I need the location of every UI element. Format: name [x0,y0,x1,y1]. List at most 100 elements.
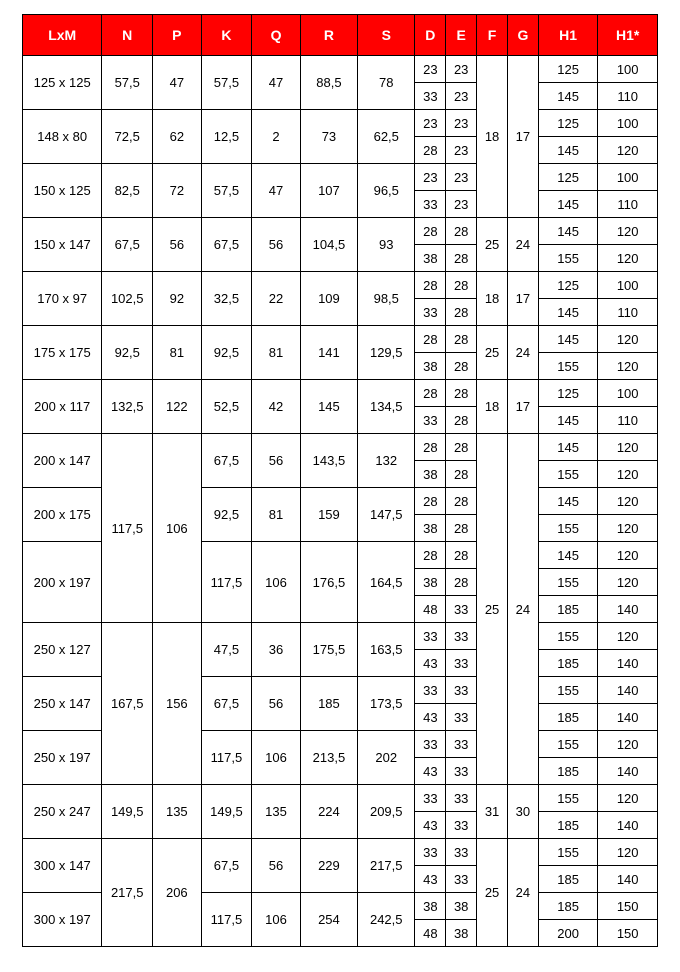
table-cell: 145 [538,434,598,461]
table-cell: 48 [415,596,446,623]
table-cell: 159 [300,488,357,542]
table-cell: 43 [415,650,446,677]
table-cell: 42 [252,380,301,434]
table-cell: 33 [446,677,477,704]
table-cell: 145 [538,191,598,218]
table-cell: 100 [598,110,658,137]
table-cell: 185 [538,704,598,731]
table-cell: 28 [446,488,477,515]
table-cell: 185 [538,866,598,893]
table-cell: 47 [252,164,301,218]
table-cell: 67,5 [102,218,153,272]
table-cell: 143,5 [300,434,357,488]
table-cell: 67,5 [201,839,252,893]
table-cell: 24 [507,839,538,947]
table-cell: 96,5 [358,164,415,218]
col-header: H1 [538,15,598,56]
table-cell: 155 [538,839,598,866]
table-cell: 33 [446,623,477,650]
table-cell: 140 [598,596,658,623]
table-cell: 120 [598,245,658,272]
table-cell: 176,5 [300,542,357,623]
table-cell: 38 [415,893,446,920]
table-cell: 206 [153,839,202,947]
table-cell: 28 [446,299,477,326]
table-cell: 156 [153,623,202,785]
table-cell: 229 [300,839,357,893]
table-cell: 120 [598,353,658,380]
table-cell: 47 [153,56,202,110]
col-header: F [477,15,508,56]
table-row: 250 x 247149,5135149,5135224209,53333313… [23,785,658,812]
table-cell: 28 [446,542,477,569]
table-cell: 52,5 [201,380,252,434]
table-cell: 140 [598,866,658,893]
table-cell: 200 [538,920,598,947]
table-cell: 62 [153,110,202,164]
table-cell: 145 [538,407,598,434]
table-cell: 200 x 197 [23,542,102,623]
table-cell: 24 [507,326,538,380]
table-cell: 300 x 147 [23,839,102,893]
table-cell: 185 [538,893,598,920]
table-body: 125 x 12557,54757,54788,5782323181712510… [23,56,658,947]
table-cell: 56 [252,218,301,272]
table-cell: 25 [477,326,508,380]
table-cell: 17 [507,272,538,326]
table-cell: 72,5 [102,110,153,164]
table-cell: 134,5 [358,380,415,434]
table-cell: 47,5 [201,623,252,677]
table-cell: 28 [415,272,446,299]
col-header: N [102,15,153,56]
table-cell: 200 x 147 [23,434,102,488]
table-cell: 100 [598,272,658,299]
table-cell: 18 [477,56,508,218]
table-cell: 28 [446,353,477,380]
table-cell: 140 [598,812,658,839]
table-cell: 135 [252,785,301,839]
table-cell: 120 [598,515,658,542]
table-cell: 125 [538,164,598,191]
col-header: H1* [598,15,658,56]
table-cell: 28 [446,218,477,245]
table-row: 148 x 8072,56212,527362,52323125100 [23,110,658,137]
table-cell: 125 [538,56,598,83]
table-cell: 150 [598,893,658,920]
table-cell: 145 [538,542,598,569]
table-cell: 28 [446,407,477,434]
table-cell: 110 [598,83,658,110]
table-cell: 120 [598,218,658,245]
table-cell: 33 [446,812,477,839]
table-cell: 100 [598,380,658,407]
table-cell: 38 [415,515,446,542]
table-cell: 167,5 [102,623,153,785]
table-cell: 33 [446,731,477,758]
table-cell: 38 [415,461,446,488]
table-row: 150 x 14767,55667,556104,593282825241451… [23,218,658,245]
table-cell: 33 [446,650,477,677]
table-cell: 23 [446,83,477,110]
table-cell: 56 [153,218,202,272]
table-cell: 250 x 247 [23,785,102,839]
col-header: Q [252,15,301,56]
table-cell: 28 [446,272,477,299]
table-cell: 17 [507,56,538,218]
table-cell: 254 [300,893,357,947]
col-header: E [446,15,477,56]
table-cell: 36 [252,623,301,677]
table-cell: 18 [477,272,508,326]
table-row: 200 x 147117,510667,556143,5132282825241… [23,434,658,461]
table-cell: 140 [598,704,658,731]
table-cell: 23 [415,164,446,191]
table-cell: 250 x 127 [23,623,102,677]
table-cell: 149,5 [102,785,153,839]
table-cell: 155 [538,623,598,650]
table-cell: 43 [415,704,446,731]
table-cell: 120 [598,839,658,866]
table-cell: 25 [477,218,508,272]
table-cell: 145 [538,218,598,245]
table-cell: 38 [415,569,446,596]
table-cell: 120 [598,569,658,596]
table-cell: 155 [538,515,598,542]
col-header: K [201,15,252,56]
